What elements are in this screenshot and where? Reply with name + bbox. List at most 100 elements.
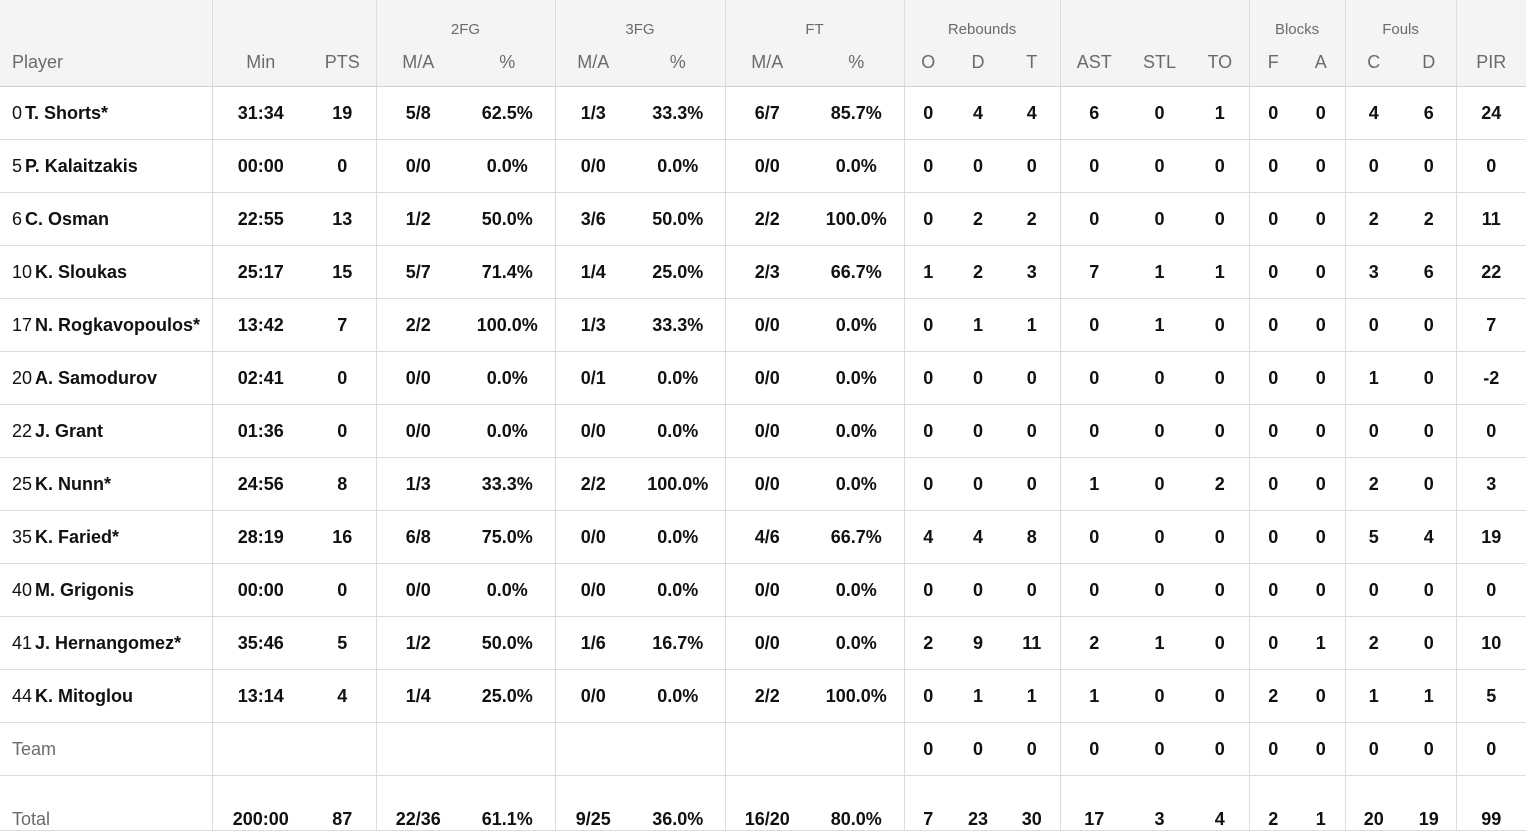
- player-cell: 0 T. Shorts*: [0, 86, 212, 140]
- player-name-link[interactable]: T. Shorts*: [25, 102, 109, 123]
- col-fouls-c[interactable]: C: [1344, 38, 1403, 87]
- stat-pir: 22: [1455, 245, 1526, 299]
- col-stl[interactable]: STL: [1128, 38, 1192, 87]
- stat-pts: 13: [309, 192, 376, 246]
- player-name-link[interactable]: C. Osman: [25, 208, 110, 229]
- stat-fc: 0: [1344, 298, 1403, 352]
- stat-d: 0: [952, 563, 1005, 617]
- stat-ast: 2: [1059, 616, 1129, 670]
- jersey-number: 17: [12, 314, 33, 335]
- player-name-link[interactable]: J. Grant: [35, 420, 104, 441]
- stat-fg3: 0/1: [554, 351, 631, 405]
- stat-to: 0: [1191, 616, 1250, 670]
- stat-ft: 6/7: [724, 86, 809, 140]
- player-name-link[interactable]: M. Grigonis: [35, 579, 135, 600]
- col-pts[interactable]: PTS: [309, 38, 376, 87]
- stat-pir: 24: [1455, 86, 1526, 140]
- player-name-link[interactable]: K. Sloukas: [35, 261, 128, 282]
- col-2fg-ma[interactable]: M/A: [375, 38, 460, 87]
- stat-d: 0: [952, 457, 1005, 511]
- col-ast[interactable]: AST: [1059, 38, 1129, 87]
- col-reb-d[interactable]: D: [952, 38, 1005, 87]
- stat-fd: 0: [1402, 298, 1457, 352]
- stat-to: 1: [1191, 245, 1250, 299]
- player-name-link[interactable]: K. Nunn*: [35, 473, 112, 494]
- stat-t: 0: [1004, 351, 1061, 405]
- col-3fg-ma[interactable]: M/A: [554, 38, 631, 87]
- stat-o: 0: [903, 139, 953, 193]
- player-cell: 40 M. Grigonis: [0, 563, 212, 617]
- col-blocks-a[interactable]: A: [1297, 38, 1346, 87]
- player-name-link[interactable]: K. Mitoglou: [35, 685, 134, 706]
- stat-ast: 1: [1059, 457, 1129, 511]
- stat-o: 0: [903, 298, 953, 352]
- team-stat-to: 0: [1191, 722, 1250, 776]
- blank-group-cell: [211, 0, 376, 38]
- col-player[interactable]: Player: [0, 38, 212, 87]
- team-stat-ftp: [809, 722, 905, 776]
- player-name-link[interactable]: N. Rogkavopoulos*: [35, 314, 201, 335]
- stat-bf: 0: [1248, 245, 1298, 299]
- stat-t: 8: [1004, 510, 1061, 564]
- col-fouls-d[interactable]: D: [1402, 38, 1457, 87]
- stat-fg2p: 0.0%: [460, 563, 555, 617]
- stat-min: 25:17: [211, 245, 309, 299]
- col-pir[interactable]: PIR: [1455, 38, 1526, 87]
- player-name-link[interactable]: K. Faried*: [35, 526, 120, 547]
- stat-fg2: 1/4: [375, 669, 460, 723]
- stat-ba: 0: [1297, 86, 1346, 140]
- player-row: 6 C. Osman 22:55 13 1/2 50.0% 3/6 50.0% 2/2 100.0…: [0, 192, 1526, 246]
- stat-ftp: 0.0%: [809, 563, 905, 617]
- col-to[interactable]: TO: [1191, 38, 1250, 87]
- team-label: Team: [0, 722, 212, 776]
- stat-stl: 1: [1128, 298, 1192, 352]
- stat-ft: 2/2: [724, 669, 809, 723]
- player-name-link[interactable]: J. Hernangomez*: [35, 632, 182, 653]
- team-stat-bf: 0: [1248, 722, 1298, 776]
- stat-fc: 3: [1344, 245, 1403, 299]
- team-stat-min: [211, 722, 309, 776]
- stat-fd: 6: [1402, 245, 1457, 299]
- player-cell: 25 K. Nunn*: [0, 457, 212, 511]
- stat-fg2: 5/7: [375, 245, 460, 299]
- col-min[interactable]: Min: [211, 38, 309, 87]
- stat-bf: 0: [1248, 510, 1298, 564]
- col-reb-t[interactable]: T: [1004, 38, 1061, 87]
- stat-fg3: 3/6: [554, 192, 631, 246]
- stat-bf: 0: [1248, 563, 1298, 617]
- stat-ftp: 0.0%: [809, 351, 905, 405]
- stat-t: 0: [1004, 563, 1061, 617]
- stat-ast: 0: [1059, 351, 1129, 405]
- stat-o: 0: [903, 457, 953, 511]
- stat-pts: 15: [309, 245, 376, 299]
- player-name-link[interactable]: A. Samodurov: [35, 367, 158, 388]
- col-2fg-pct[interactable]: %: [460, 38, 555, 87]
- stat-o: 2: [903, 616, 953, 670]
- stat-fg2p: 100.0%: [460, 298, 555, 352]
- col-reb-o[interactable]: O: [903, 38, 953, 87]
- group-header-row: 2FG 3FG FT Rebounds Blocks Fouls: [0, 0, 1526, 38]
- stat-ast: 0: [1059, 192, 1129, 246]
- player-cell: 5 P. Kalaitzakis: [0, 139, 212, 193]
- stat-ba: 0: [1297, 139, 1346, 193]
- stat-t: 2: [1004, 192, 1061, 246]
- stat-fg2: 0/0: [375, 351, 460, 405]
- stat-fd: 0: [1402, 404, 1457, 458]
- col-ft-ma[interactable]: M/A: [724, 38, 809, 87]
- col-3fg-pct[interactable]: %: [631, 38, 725, 87]
- stat-pts: 0: [309, 351, 376, 405]
- col-blocks-f[interactable]: F: [1248, 38, 1298, 87]
- group-fouls: Fouls: [1344, 0, 1457, 38]
- stat-pir: 5: [1455, 669, 1526, 723]
- stat-pts: 5: [309, 616, 376, 670]
- player-name-link[interactable]: P. Kalaitzakis: [25, 155, 138, 176]
- stat-t: 1: [1004, 298, 1061, 352]
- stat-ft: 0/0: [724, 298, 809, 352]
- stat-fg2: 2/2: [375, 298, 460, 352]
- team-stat-fg3: [554, 722, 631, 776]
- col-ft-pct[interactable]: %: [809, 38, 905, 87]
- stat-o: 0: [903, 563, 953, 617]
- table-body: 0 T. Shorts* 31:34 19 5/8 62.5% 1/3 33.3% 6/7 85.…: [0, 86, 1526, 831]
- group-blocks: Blocks: [1248, 0, 1346, 38]
